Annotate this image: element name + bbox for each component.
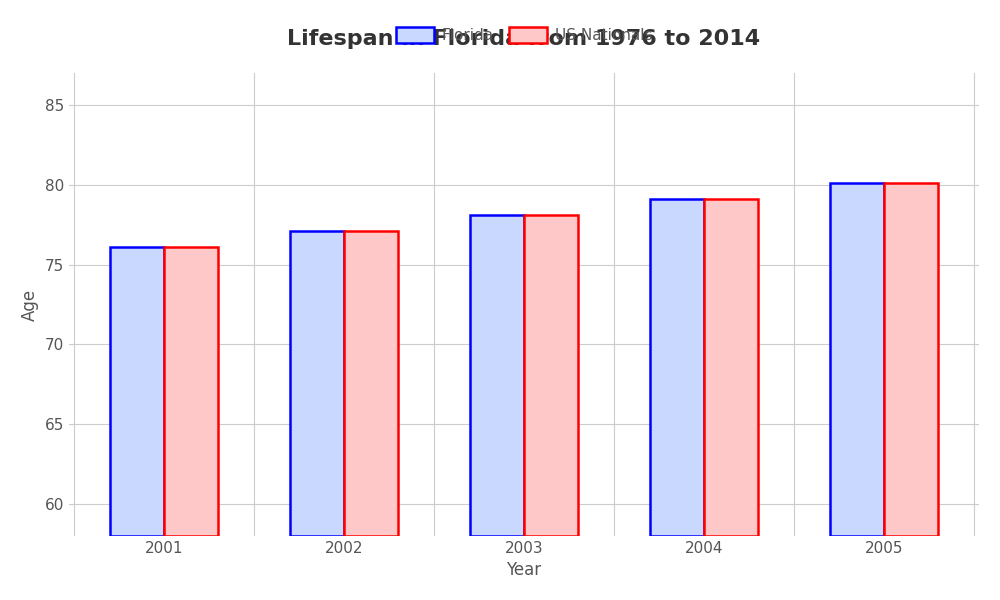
Bar — [650, 199, 704, 536]
Bar — [344, 231, 398, 536]
Bar — [470, 215, 524, 536]
Bar — [704, 199, 758, 536]
Bar — [290, 231, 344, 536]
Bar — [830, 183, 884, 536]
Legend: Florida, US Nationals: Florida, US Nationals — [390, 21, 658, 49]
Bar — [884, 183, 938, 536]
Title: Lifespan in Florida from 1976 to 2014: Lifespan in Florida from 1976 to 2014 — [287, 29, 760, 49]
Bar — [524, 215, 578, 536]
Y-axis label: Age: Age — [21, 289, 39, 320]
X-axis label: Year: Year — [506, 561, 541, 579]
Bar — [164, 247, 218, 536]
Bar — [110, 247, 164, 536]
